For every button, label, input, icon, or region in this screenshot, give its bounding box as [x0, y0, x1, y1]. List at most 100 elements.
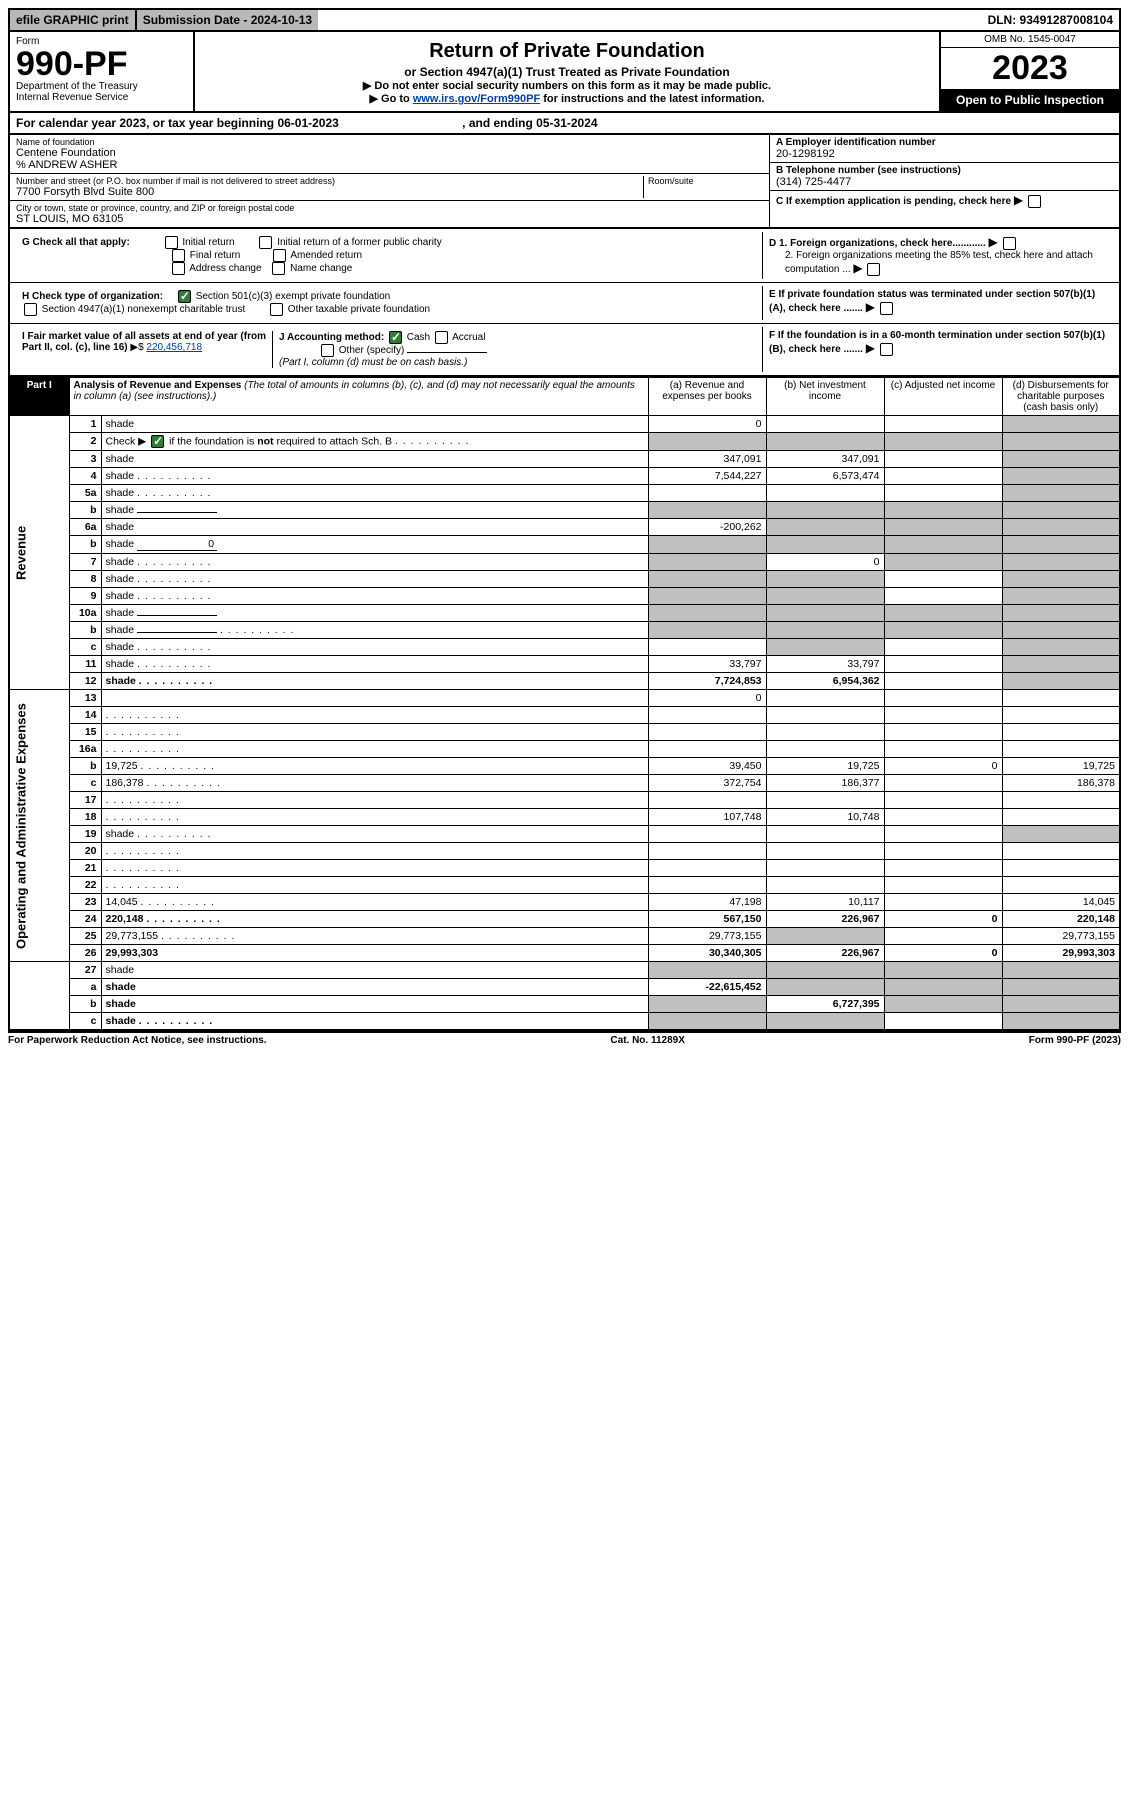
- line-number: c: [69, 639, 101, 656]
- calendar-year-line: For calendar year 2023, or tax year begi…: [8, 113, 1121, 135]
- g-name-checkbox[interactable]: [272, 262, 285, 275]
- j-other-checkbox[interactable]: [321, 344, 334, 357]
- line-number: 17: [69, 792, 101, 809]
- d1-label: D 1. Foreign organizations, check here..…: [769, 238, 986, 249]
- h-other-checkbox[interactable]: [270, 303, 283, 316]
- table-row: bshade 6,727,395: [9, 996, 1120, 1013]
- line-number: c: [69, 1013, 101, 1031]
- form-title: Return of Private Foundation: [201, 40, 933, 63]
- footer-right: Form 990-PF (2023): [1029, 1035, 1121, 1046]
- line-number: 26: [69, 945, 101, 962]
- line-number: 22: [69, 877, 101, 894]
- j-label: J Accounting method:: [279, 332, 384, 343]
- table-row: 17: [9, 792, 1120, 809]
- dept-line-1: Department of the Treasury: [16, 81, 187, 92]
- care-of: % ANDREW ASHER: [16, 159, 763, 171]
- line-number: 6a: [69, 519, 101, 536]
- tax-year: 2023: [941, 48, 1119, 89]
- line-desc: [101, 792, 648, 809]
- line-desc: shade: [101, 554, 648, 571]
- table-row: 11shade 33,79733,797: [9, 656, 1120, 673]
- section-spacer: [9, 962, 69, 1031]
- table-row: bshade: [9, 502, 1120, 519]
- line-desc: [101, 809, 648, 826]
- line-number: 19: [69, 826, 101, 843]
- line-desc: [101, 843, 648, 860]
- table-row: 19shade: [9, 826, 1120, 843]
- h-opt-3: Other taxable private foundation: [288, 304, 430, 315]
- g-initial-checkbox[interactable]: [165, 236, 178, 249]
- table-row: 2Check ▶ if the foundation is not requir…: [9, 433, 1120, 451]
- form-number: 990-PF: [16, 47, 187, 81]
- table-row: 4shade 7,544,2276,573,474: [9, 468, 1120, 485]
- table-row: bshade: [9, 622, 1120, 639]
- table-row: cshade: [9, 639, 1120, 656]
- h-label: H Check type of organization:: [22, 291, 163, 302]
- g-amended-checkbox[interactable]: [273, 249, 286, 262]
- line-desc: 220,148: [101, 911, 648, 928]
- line-number: a: [69, 979, 101, 996]
- form-link[interactable]: www.irs.gov/Form990PF: [413, 93, 540, 105]
- e-checkbox[interactable]: [880, 302, 893, 315]
- foundation-name: Centene Foundation: [16, 147, 763, 159]
- h-501c3-checkbox[interactable]: [178, 290, 191, 303]
- table-row: 2529,773,155 29,773,15529,773,155: [9, 928, 1120, 945]
- line-number: 24: [69, 911, 101, 928]
- line-number: 10a: [69, 605, 101, 622]
- table-row: 22: [9, 877, 1120, 894]
- efile-label: efile GRAPHIC print: [10, 10, 135, 30]
- cal-end: , and ending 05-31-2024: [462, 116, 597, 130]
- table-row: 16a: [9, 741, 1120, 758]
- table-row: Revenue1shade 0: [9, 416, 1120, 433]
- fmv-link[interactable]: 220,456,718: [146, 342, 202, 353]
- line-desc: shade 0: [101, 536, 648, 554]
- e-label: E If private foundation status was termi…: [769, 289, 1095, 314]
- arrow-icon: ▶: [866, 300, 875, 314]
- cal-begin: For calendar year 2023, or tax year begi…: [16, 116, 339, 130]
- line-desc: shade: [101, 502, 648, 519]
- d2-label: 2. Foreign organizations meeting the 85%…: [785, 250, 1093, 275]
- submission-date: Submission Date - 2024-10-13: [135, 10, 318, 30]
- j-cash-checkbox[interactable]: [389, 331, 402, 344]
- line-number: 4: [69, 468, 101, 485]
- entity-info: Name of foundation Centene Foundation % …: [8, 135, 1121, 229]
- arrow-icon: ▶: [1014, 193, 1023, 207]
- line-desc: shade: [101, 979, 648, 996]
- line-number: b: [69, 622, 101, 639]
- line-desc: 14,045: [101, 894, 648, 911]
- h-4947-checkbox[interactable]: [24, 303, 37, 316]
- line-number: b: [69, 502, 101, 519]
- g-opt-0: Initial return: [182, 237, 234, 248]
- table-row: 10ashade: [9, 605, 1120, 622]
- line-number: 12: [69, 673, 101, 690]
- line-number: b: [69, 536, 101, 554]
- j-other: Other (specify): [339, 345, 405, 356]
- table-row: 7shade 0: [9, 554, 1120, 571]
- line-number: 5a: [69, 485, 101, 502]
- checkbox-section: G Check all that apply: Initial return I…: [8, 229, 1121, 377]
- city-state-zip: ST LOUIS, MO 63105: [16, 213, 763, 225]
- c-checkbox[interactable]: [1028, 195, 1041, 208]
- line-number: 8: [69, 571, 101, 588]
- col-c-header: (c) Adjusted net income: [884, 378, 1002, 416]
- line-desc: shade: [101, 416, 648, 433]
- line-number: 3: [69, 451, 101, 468]
- line-number: c: [69, 775, 101, 792]
- line-number: 20: [69, 843, 101, 860]
- line-number: b: [69, 996, 101, 1013]
- j-accrual-checkbox[interactable]: [435, 331, 448, 344]
- col-b-header: (b) Net investment income: [766, 378, 884, 416]
- line-desc: shade: [101, 588, 648, 605]
- line-desc: shade: [101, 571, 648, 588]
- table-row: Operating and Administrative Expenses13 …: [9, 690, 1120, 707]
- phone: (314) 725-4477: [776, 176, 1113, 188]
- arrow-icon: ▶: [866, 341, 875, 355]
- g-initial-public-checkbox[interactable]: [259, 236, 272, 249]
- d2-checkbox[interactable]: [867, 263, 880, 276]
- g-opt-5: Name change: [290, 263, 352, 274]
- g-address-checkbox[interactable]: [172, 262, 185, 275]
- f-checkbox[interactable]: [880, 343, 893, 356]
- form-subtitle: or Section 4947(a)(1) Trust Treated as P…: [201, 65, 933, 79]
- d1-checkbox[interactable]: [1003, 237, 1016, 250]
- g-final-checkbox[interactable]: [172, 249, 185, 262]
